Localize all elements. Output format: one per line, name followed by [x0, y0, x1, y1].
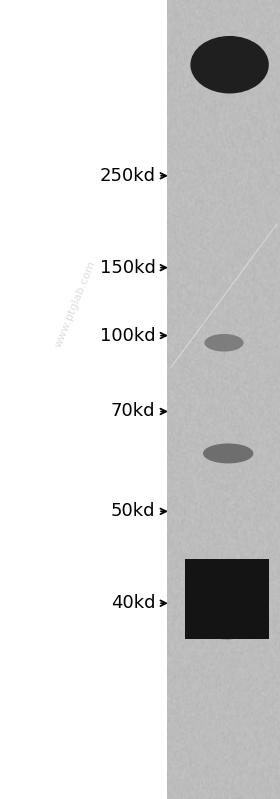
- Bar: [185, 559, 269, 639]
- Ellipse shape: [190, 36, 269, 93]
- Text: 70kd: 70kd: [111, 403, 155, 420]
- Text: 100kd: 100kd: [100, 327, 155, 344]
- Ellipse shape: [204, 334, 244, 352]
- Text: 150kd: 150kd: [99, 259, 155, 276]
- Text: www.ptglab.com: www.ptglab.com: [53, 259, 98, 348]
- Text: 40kd: 40kd: [111, 594, 155, 612]
- Text: 50kd: 50kd: [111, 503, 155, 520]
- Text: 250kd: 250kd: [99, 167, 155, 185]
- Ellipse shape: [190, 619, 264, 639]
- Ellipse shape: [203, 443, 253, 463]
- Ellipse shape: [190, 559, 264, 579]
